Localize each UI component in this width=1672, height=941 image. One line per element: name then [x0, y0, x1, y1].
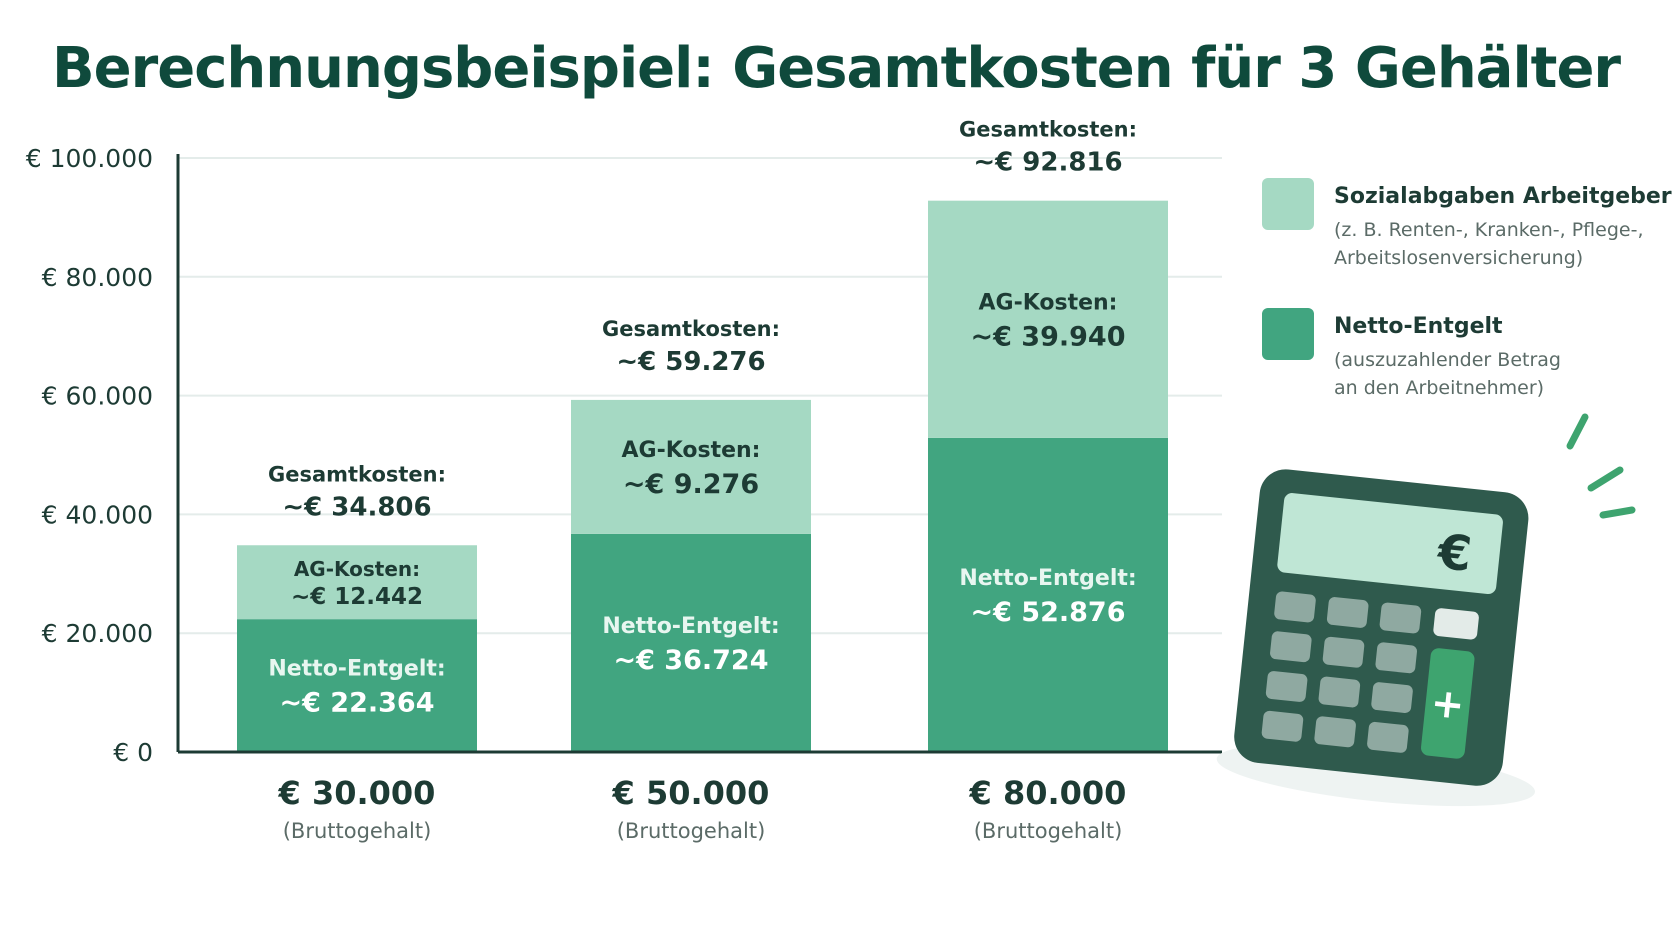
x-category-sublabel: (Bruttogehalt): [617, 819, 766, 843]
bar-segment-sozialabgaben: [571, 399, 811, 534]
segment-value-label: ~€ 9.276: [623, 469, 759, 500]
segment-value-label: ~€ 36.724: [614, 645, 769, 676]
total-label: Gesamtkosten:: [602, 317, 780, 341]
calculator-plus-key: [1421, 648, 1475, 759]
bar-labels: Netto-Entgelt: ~€ 22.364 AG-Kosten: ~€ 12.4…: [268, 118, 1137, 719]
segment-value-label: ~€ 52.876: [971, 597, 1126, 628]
segment-value-label: ~€ 22.364: [280, 688, 435, 719]
y-tick-label: € 20.000: [42, 619, 153, 648]
legend-title-netto: Netto-Entgelt: [1334, 314, 1503, 339]
bar-segment-sozialabgaben: [237, 545, 477, 620]
chart-title: Berechnungsbeispiel: Gesamtkosten für 3 …: [51, 36, 1621, 101]
segment-label: AG-Kosten:: [622, 438, 761, 463]
x-category-sublabel: (Bruttogehalt): [974, 819, 1123, 843]
segment-label: Netto-Entgelt:: [602, 614, 779, 639]
y-tick-label: € 80.000: [42, 263, 153, 292]
bars: [237, 200, 1168, 752]
legend-description-netto: (auszuzahlender Betrag an den Arbeitnehm…: [1334, 349, 1561, 399]
axes: € 0 € 20.000 € 40.000 € 60.000 € 80.000 € 100…: [26, 144, 1222, 843]
calculator-spark-lines: [1566, 413, 1636, 519]
bar-segment-netto: [237, 619, 477, 752]
total-value-label: ~€ 92.816: [973, 148, 1122, 178]
bar-segment-netto: [928, 437, 1168, 752]
segment-label: Netto-Entgelt:: [268, 657, 445, 682]
x-category-label: € 80.000: [969, 774, 1127, 812]
bar-segment-sozialabgaben: [928, 200, 1168, 438]
x-category-label: € 50.000: [612, 774, 770, 812]
segment-label: AG-Kosten:: [979, 290, 1118, 315]
legend-description-sozialabgaben: (z. B. Renten-, Kranken-, Pflege-, Arbei…: [1334, 219, 1644, 269]
legend-title-sozialabgaben: Sozialabgaben Arbeitgeber: [1334, 184, 1672, 209]
y-tick-label: € 0: [113, 738, 153, 767]
y-tick-label: € 60.000: [42, 382, 153, 411]
legend-swatch-netto: [1262, 308, 1314, 360]
segment-value-label: ~€ 12.442: [291, 584, 423, 610]
y-tick-label: € 40.000: [42, 500, 153, 529]
calculator-keys: [1261, 591, 1479, 753]
segment-label: Netto-Entgelt:: [959, 566, 1136, 591]
bar-segment-netto: [571, 533, 811, 752]
segment-label: AG-Kosten:: [294, 557, 420, 581]
y-tick-label: € 100.000: [26, 144, 153, 173]
total-label: Gesamtkosten:: [268, 462, 446, 486]
calculator-screen: [1277, 493, 1503, 595]
total-value-label: ~€ 59.276: [616, 347, 765, 377]
total-label: Gesamtkosten:: [959, 118, 1137, 142]
calculator-plus-symbol: +: [1429, 680, 1467, 729]
total-value-label: ~€ 34.806: [282, 492, 431, 522]
calculator-screen-symbol: €: [1434, 524, 1474, 583]
calculator-icon: € +: [1216, 469, 1535, 807]
legend-swatch-sozialabgaben: [1262, 178, 1314, 230]
x-category-label: € 30.000: [278, 774, 436, 812]
x-category-sublabel: (Bruttogehalt): [283, 819, 432, 843]
segment-value-label: ~€ 39.940: [971, 321, 1126, 352]
